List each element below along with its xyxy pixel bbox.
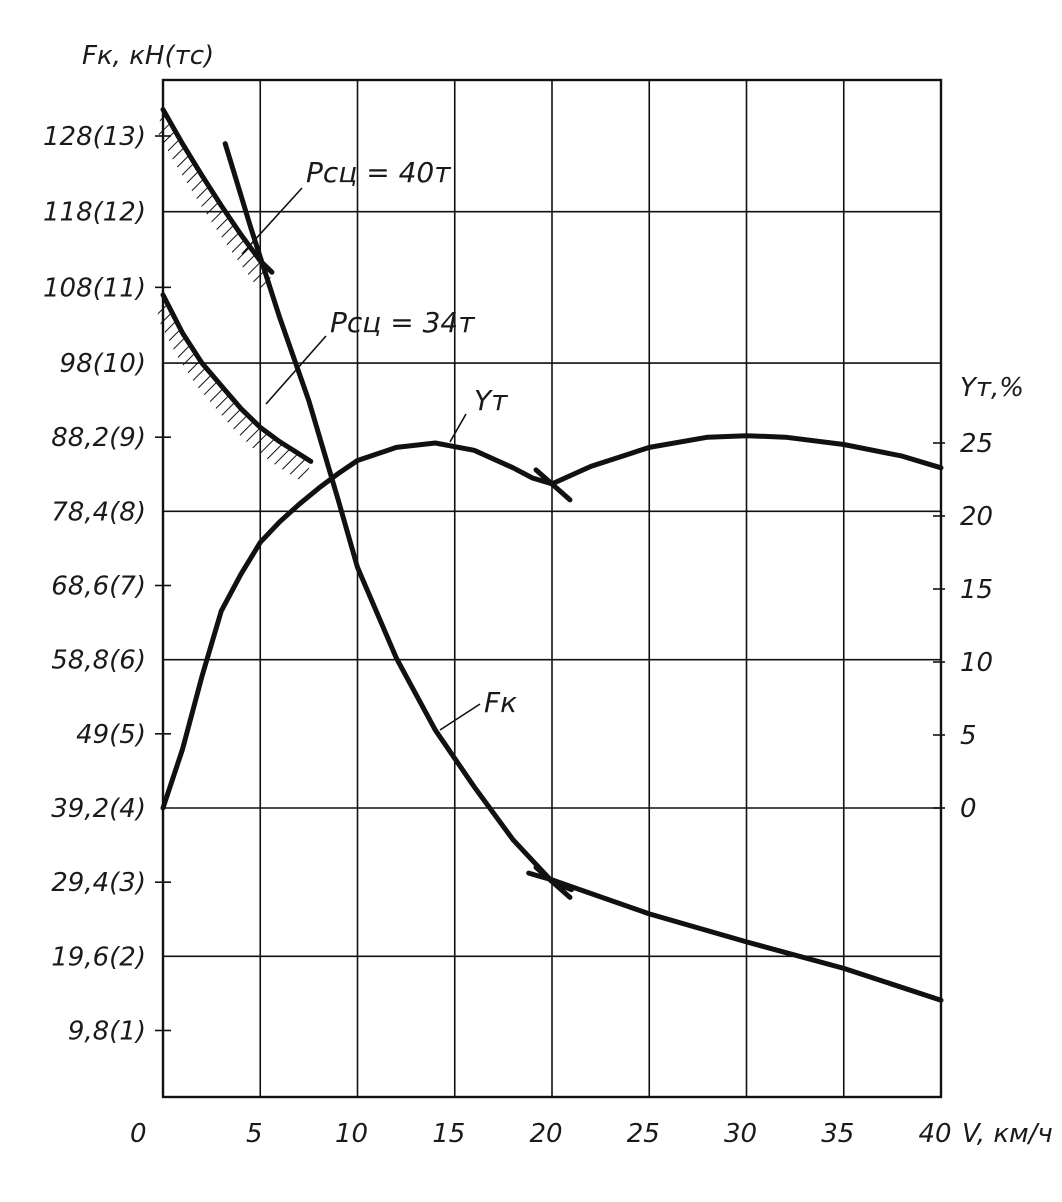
x-tick-label: 5 — [246, 1119, 263, 1149]
y-tick-label: 128(13) — [43, 122, 146, 152]
y-tick-label: 29,4(3) — [51, 868, 146, 898]
y2-tick-label: 0 — [960, 794, 977, 824]
x-tick-label: 0 — [130, 1119, 147, 1149]
series-line-yт-3 — [549, 433, 944, 487]
x-tick-label: 20 — [529, 1119, 562, 1149]
labels: Fк, кН(тс) Yт,% V, км/ч Pсц = 40т Pсц = … — [43, 41, 1053, 1149]
series-line-fк-1 — [526, 870, 944, 1003]
y2-tick-label: 5 — [960, 721, 977, 751]
y-tick-label: 9,8(1) — [68, 1016, 146, 1046]
annotation-leader-2 — [449, 413, 467, 443]
y2-tick-label: 20 — [960, 502, 993, 532]
series-line-yт-2 — [160, 440, 555, 811]
y2-tick-label: 10 — [960, 648, 993, 678]
y-tick-label: 58,8(6) — [51, 646, 146, 676]
annotation-leader-3 — [439, 703, 481, 731]
y2-tick-label: 25 — [960, 429, 993, 459]
y-tick-label: 68,6(7) — [51, 572, 146, 602]
x-tick-label: 30 — [724, 1119, 757, 1149]
x-tick-label: 15 — [432, 1119, 465, 1149]
y-tick-label: 98(10) — [60, 349, 146, 379]
y-tick-label: 49(5) — [76, 720, 146, 750]
annotation-yt: Yт — [474, 384, 508, 417]
series-line-pсц-40т-4 — [160, 107, 275, 275]
x-axis-title: V, км/ч — [962, 1119, 1053, 1149]
grid — [155, 80, 945, 1097]
series — [160, 107, 944, 1003]
y-tick-label: 118(12) — [43, 198, 146, 228]
plot-frame — [161, 78, 943, 1099]
annotation-leader-0 — [241, 187, 303, 255]
y-tick-label: 19,6(2) — [51, 942, 146, 972]
y-tick-label: 39,2(4) — [51, 794, 146, 824]
x-tick-label: 35 — [821, 1119, 854, 1149]
annotation-fk: Fк — [484, 686, 517, 719]
leaders — [241, 187, 481, 731]
x-tick-label: 25 — [627, 1119, 660, 1149]
annotation-p-40: Pсц = 40т — [306, 156, 451, 189]
y-tick-label: 78,4(8) — [51, 497, 146, 527]
adhesion-hatching-4 — [157, 109, 272, 295]
x-tick-label: 10 — [335, 1119, 368, 1149]
x-tick-label: 40 — [918, 1119, 951, 1149]
break-mark-1 — [533, 467, 573, 503]
y2-axis-title: Yт,% — [960, 373, 1024, 403]
break-mark-0 — [533, 864, 573, 900]
annotation-leader-1 — [265, 335, 327, 405]
series-line-pсц-34т-5 — [160, 292, 314, 464]
y-axis-title: Fк, кН(тс) — [82, 41, 214, 71]
y-tick-label: 108(11) — [43, 273, 146, 303]
series-line-fк-0 — [222, 141, 574, 893]
y2-tick-label: 15 — [960, 575, 993, 605]
y-tick-label: 88,2(9) — [51, 423, 146, 453]
annotation-p-34: Pсц = 34т — [330, 306, 475, 339]
